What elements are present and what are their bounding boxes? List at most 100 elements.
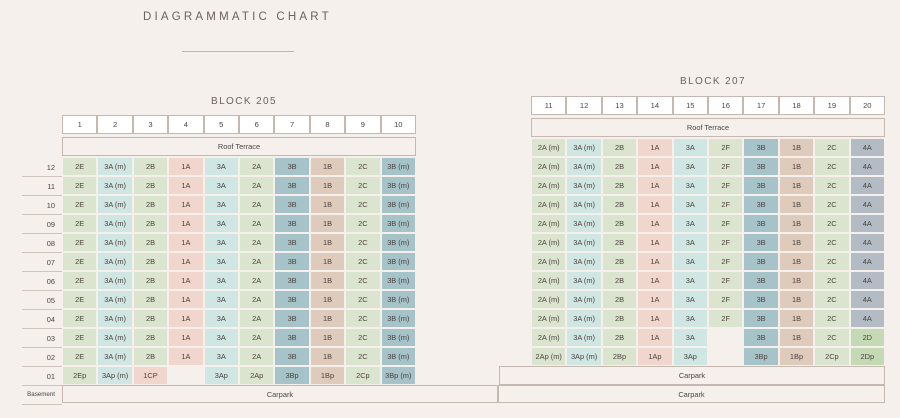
unit-cell: 1A bbox=[637, 176, 673, 195]
unit-cell: 4A bbox=[849, 252, 885, 271]
stack-header: 6 bbox=[239, 115, 275, 134]
unit-cell: 2F bbox=[708, 252, 744, 271]
unit-cell: 2B bbox=[132, 328, 169, 347]
stack-header: 12 bbox=[566, 96, 602, 115]
unit-cell: 2E bbox=[62, 176, 98, 195]
unit-cell: 3A bbox=[203, 176, 239, 195]
level-01-carpark: Carpark bbox=[499, 366, 885, 385]
unit-cell: 3A bbox=[672, 271, 708, 290]
unit-cell: 2B bbox=[601, 233, 638, 252]
unit-cell: 1B bbox=[778, 290, 815, 309]
unit-cell: 1A bbox=[168, 347, 204, 366]
unit-cell: 2F bbox=[708, 157, 744, 176]
unit-cell: 4A bbox=[849, 290, 885, 309]
unit-cell: 2F bbox=[708, 176, 744, 195]
chart-title: DIAGRAMMATIC CHART bbox=[143, 11, 332, 23]
stack-header: 20 bbox=[849, 96, 885, 115]
unit-cell: 2A bbox=[239, 195, 275, 214]
unit-cell: 2Dp bbox=[849, 347, 885, 366]
unit-cell: 3A bbox=[203, 233, 239, 252]
unit-cell: 1A bbox=[168, 290, 204, 309]
level-label: 01 bbox=[46, 372, 55, 381]
unit-cell: 2C bbox=[814, 138, 850, 157]
unit-cell: 2C bbox=[814, 271, 850, 290]
roof-terrace: Roof Terrace bbox=[531, 118, 885, 137]
stack-header: 5 bbox=[203, 115, 239, 134]
unit-cell: 2B bbox=[132, 309, 169, 328]
unit-cell: 2A (m) bbox=[531, 328, 567, 347]
unit-cell: 3B bbox=[274, 233, 310, 252]
unit-cell: 3Ap (m) bbox=[566, 347, 602, 366]
unit-cell: 3A bbox=[203, 252, 239, 271]
unit-cell: 1A bbox=[168, 176, 204, 195]
stack-header: 7 bbox=[274, 115, 310, 134]
level-guide-line bbox=[22, 214, 62, 215]
block-205-title: BLOCK 205 bbox=[211, 96, 277, 107]
unit-cell: 1A bbox=[637, 309, 673, 328]
unit-cell: 1Ap bbox=[637, 347, 673, 366]
level-guide-line bbox=[22, 404, 62, 405]
unit-cell: 1B bbox=[778, 157, 815, 176]
unit-cell: 3B bbox=[743, 271, 779, 290]
unit-cell: 3B bbox=[743, 233, 779, 252]
unit-cell: 2C bbox=[345, 214, 381, 233]
unit-cell: 2A (m) bbox=[531, 290, 567, 309]
unit-cell: 3B bbox=[743, 309, 779, 328]
stack-header: 3 bbox=[132, 115, 169, 134]
unit-cell: 1B bbox=[309, 233, 346, 252]
unit-cell: 3A bbox=[203, 290, 239, 309]
unit-cell: 3B bbox=[743, 214, 779, 233]
unit-cell: 2E bbox=[62, 195, 98, 214]
level-label: 08 bbox=[46, 239, 55, 248]
unit-cell: 2C bbox=[345, 157, 381, 176]
unit-cell: 4A bbox=[849, 271, 885, 290]
unit-cell: 2E bbox=[62, 347, 98, 366]
unit-cell: 3B bbox=[274, 214, 310, 233]
unit-cell: 3A (m) bbox=[566, 233, 602, 252]
unit-cell: 2B bbox=[601, 309, 638, 328]
unit-cell: 3B bbox=[274, 271, 310, 290]
unit-cell: 3A bbox=[672, 252, 708, 271]
unit-cell: 1CP bbox=[132, 366, 169, 385]
unit-cell: 2C bbox=[345, 195, 381, 214]
unit-cell: 3Bp (m) bbox=[380, 366, 416, 385]
unit-cell: 3B bbox=[274, 290, 310, 309]
unit-cell: 3A bbox=[203, 328, 239, 347]
stack-header: 9 bbox=[345, 115, 381, 134]
unit-cell: 3A (m) bbox=[97, 271, 133, 290]
unit-cell: 1A bbox=[637, 290, 673, 309]
unit-cell: 3A (m) bbox=[566, 157, 602, 176]
unit-cell: 2A (m) bbox=[531, 309, 567, 328]
roof-terrace: Roof Terrace bbox=[62, 137, 416, 156]
unit-cell: 3B (m) bbox=[380, 195, 416, 214]
unit-cell: 1B bbox=[778, 271, 815, 290]
unit-cell: 3A bbox=[203, 347, 239, 366]
unit-cell: 2A (m) bbox=[531, 138, 567, 157]
unit-cell: 4A bbox=[849, 309, 885, 328]
level-label: Basement bbox=[27, 391, 55, 398]
unit-cell: 2C bbox=[814, 328, 850, 347]
unit-cell: 2C bbox=[814, 233, 850, 252]
unit-cell: 2A (m) bbox=[531, 157, 567, 176]
unit-cell: 2B bbox=[601, 290, 638, 309]
unit-cell: 2F bbox=[708, 195, 744, 214]
unit-cell: 1A bbox=[168, 195, 204, 214]
unit-cell: 1A bbox=[637, 271, 673, 290]
unit-cell: 2C bbox=[345, 347, 381, 366]
unit-cell: 2F bbox=[708, 138, 744, 157]
unit-cell: 3A (m) bbox=[566, 328, 602, 347]
unit-cell: 3B bbox=[274, 157, 310, 176]
unit-cell: 1B bbox=[309, 271, 346, 290]
unit-cell: 2C bbox=[814, 252, 850, 271]
unit-cell: 3Ap bbox=[203, 366, 239, 385]
unit-cell: 3A bbox=[203, 214, 239, 233]
unit-cell: 3A bbox=[672, 233, 708, 252]
level-label: 10 bbox=[46, 201, 55, 210]
unit-cell: 3B bbox=[743, 252, 779, 271]
unit-cell: 2Cp bbox=[814, 347, 850, 366]
unit-cell: 1A bbox=[637, 233, 673, 252]
stack-header: 13 bbox=[601, 96, 638, 115]
level-guide-line bbox=[22, 195, 62, 196]
unit-cell: 3A (m) bbox=[566, 252, 602, 271]
unit-cell: 1B bbox=[778, 214, 815, 233]
